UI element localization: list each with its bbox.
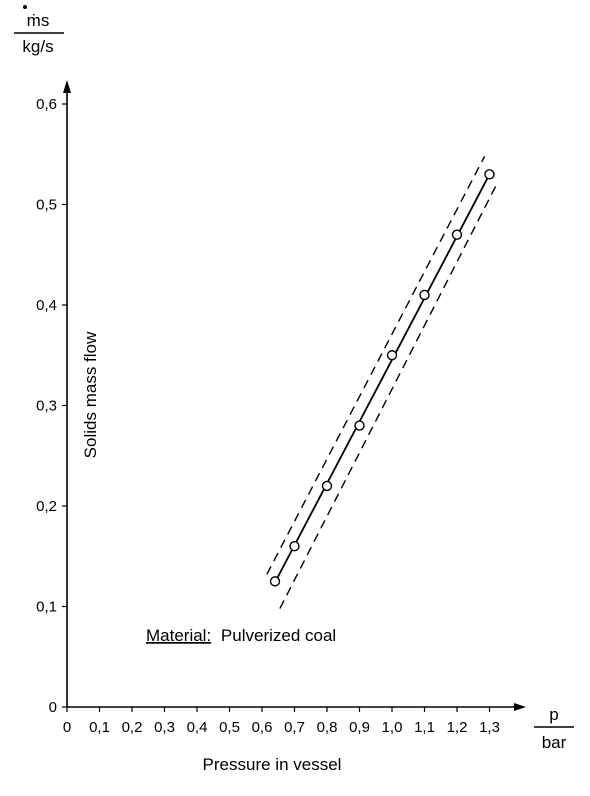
- y-tick-label: 0,2: [36, 498, 57, 515]
- x-tick-label: 1,0: [382, 719, 403, 736]
- x-axis-title: Pressure in vessel: [203, 755, 342, 774]
- lower-band-line: [279, 182, 499, 609]
- upper-band-line: [266, 155, 486, 575]
- x-tick-label: 0,7: [284, 719, 305, 736]
- data-point: [269, 576, 281, 587]
- y-tick-label: 0: [49, 699, 57, 716]
- x-tick-label: 1,1: [414, 719, 435, 736]
- data-point: [321, 480, 333, 492]
- annotation-value: Pulverized coal: [221, 626, 336, 645]
- y-tick-label: 0,1: [36, 599, 57, 616]
- tolerance-band-lines: [266, 155, 499, 609]
- y-axis-title: Solids mass flow: [81, 331, 100, 458]
- data-point: [354, 420, 365, 431]
- x-tick-label: 0,2: [122, 719, 143, 736]
- y-tick-label: 0,6: [36, 96, 57, 113]
- y-tick-label: 0,4: [36, 297, 57, 314]
- y-ticks: 0 0,1 0,2 0,3 0,4 0,5 0,6: [36, 96, 67, 716]
- axes: [63, 80, 526, 711]
- y-unit-dot: [23, 5, 27, 9]
- data-point: [484, 169, 495, 180]
- x-tick-label: 0,9: [349, 719, 370, 736]
- x-unit-label: p bar: [534, 705, 574, 752]
- x-unit-denominator: bar: [542, 733, 567, 752]
- y-tick-label: 0,5: [36, 197, 57, 214]
- data-point: [419, 289, 430, 301]
- fit-line: [274, 173, 491, 583]
- annotation-text: Material: Pulverized coal: [146, 626, 336, 645]
- y-axis-arrow: [63, 80, 71, 93]
- y-tick-label: 0,3: [36, 398, 57, 415]
- data-point: [451, 229, 463, 240]
- data-point: [386, 350, 398, 361]
- x-unit-numerator: p: [549, 705, 558, 724]
- x-tick-label: 0: [63, 719, 71, 736]
- x-axis-arrow: [514, 703, 526, 711]
- x-tick-label: 0,6: [252, 719, 273, 736]
- annotation-label: Material:: [146, 626, 211, 645]
- x-tick-label: 1,2: [447, 719, 468, 736]
- y-unit-label: ṁs kg/s: [14, 5, 64, 56]
- x-tick-label: 0,4: [187, 719, 208, 736]
- data-point: [289, 541, 300, 552]
- x-tick-label: 1,3: [479, 719, 500, 736]
- x-tick-label: 0,8: [317, 719, 338, 736]
- x-tick-label: 0,3: [154, 719, 175, 736]
- y-unit-numerator: ṁs: [27, 11, 50, 30]
- x-tick-label: 0,1: [89, 719, 110, 736]
- fit-line-group: [274, 173, 491, 583]
- data-points: [269, 169, 495, 587]
- x-ticks: 0 0,1 0,2 0,3 0,4 0,5 0,6 0,7 0,8 0,9 1,0 1,1 1,2 1,3: [63, 707, 500, 736]
- x-tick-label: 0,5: [219, 719, 240, 736]
- material-annotation: Material: Pulverized coal: [146, 626, 336, 645]
- y-unit-denominator: kg/s: [22, 37, 53, 56]
